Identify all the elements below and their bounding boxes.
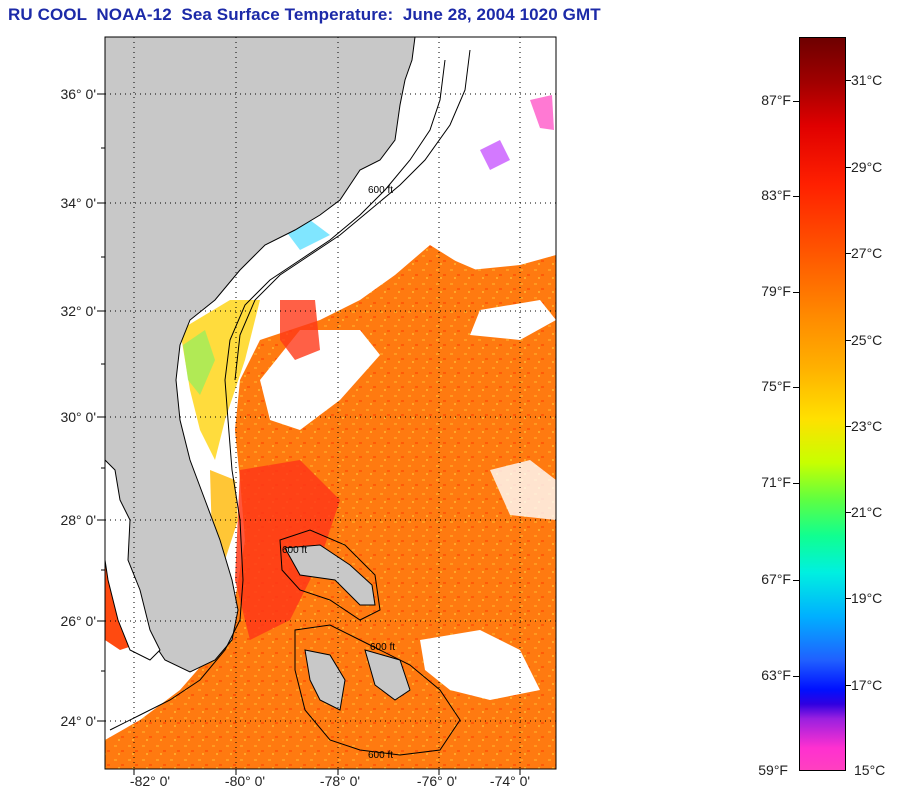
lat-label: 30° 0': [60, 409, 96, 425]
fahrenheit-label: 75°F: [761, 378, 791, 394]
cbar-tick: [793, 676, 799, 677]
cold-speckle: [530, 95, 554, 130]
lon-label: -74° 0': [489, 773, 531, 789]
temperature-colorbar: [799, 37, 846, 771]
contour-label: 600 ft: [368, 185, 393, 196]
contour-label: 600 ft: [282, 545, 307, 556]
celsius-label: 27°C: [851, 245, 883, 261]
lat-label: 32° 0': [60, 303, 96, 319]
lat-label: 36° 0': [60, 86, 96, 102]
graticule: [105, 37, 556, 769]
fahrenheit-label: 67°F: [761, 571, 791, 587]
lat-label: 26° 0': [60, 613, 96, 629]
cbar-tick: [793, 292, 799, 293]
celsius-label: 17°C: [851, 677, 883, 693]
lat-label: 34° 0': [60, 195, 96, 211]
cbar-tick: [793, 101, 799, 102]
map-frame: [104, 36, 557, 770]
contour-label: 600 ft: [368, 750, 393, 761]
cbar-tick: [845, 340, 851, 341]
cloud-patch: [490, 460, 556, 520]
cbar-tick: [793, 580, 799, 581]
celsius-label: 29°C: [851, 159, 883, 175]
lon-ticks: [133, 769, 521, 775]
cbar-tick: [845, 167, 851, 168]
fahrenheit-label: 79°F: [761, 283, 791, 299]
bahamas-island: [304, 649, 346, 711]
lon-label: -82° 0': [129, 773, 171, 789]
map-title: RU COOL NOAA-12 Sea Surface Temperature:…: [8, 5, 601, 24]
cbar-tick: [793, 483, 799, 484]
fahrenheit-label: 63°F: [761, 667, 791, 683]
cbar-tick: [845, 512, 851, 513]
cbar-tick: [845, 685, 851, 686]
cloud-patch: [420, 630, 540, 700]
celsius-label: 15°C: [854, 762, 886, 778]
celsius-label: 23°C: [851, 418, 883, 434]
lon-label: -76° 0': [416, 773, 458, 789]
bathymetry-contour: [109, 59, 446, 731]
cloud-patch: [260, 330, 380, 430]
cool-shelf-water: [183, 330, 215, 395]
bahamas-island: [364, 649, 411, 701]
hot-water-region: [280, 300, 320, 360]
lat-label: 24° 0': [60, 713, 96, 729]
bathymetry-contour: [234, 49, 471, 381]
fahrenheit-label: 71°F: [761, 474, 791, 490]
cbar-tick: [845, 253, 851, 254]
cold-speckle: [480, 140, 510, 170]
celsius-label: 21°C: [851, 504, 883, 520]
fahrenheit-label: 59°F: [758, 762, 788, 778]
celsius-label: 19°C: [851, 590, 883, 606]
contour-label: 600 ft: [370, 642, 395, 653]
celsius-label: 25°C: [851, 332, 883, 348]
bathymetry-contour: [294, 624, 461, 756]
cbar-tick: [793, 196, 799, 197]
cbar-tick: [793, 387, 799, 388]
cbar-tick: [845, 598, 851, 599]
lat-label: 28° 0': [60, 512, 96, 528]
celsius-label: 31°C: [851, 72, 883, 88]
fahrenheit-label: 87°F: [761, 92, 791, 108]
cbar-tick: [845, 426, 851, 427]
cbar-tick: [845, 80, 851, 81]
cloud-patch: [470, 300, 556, 340]
bathymetry-contour: [279, 529, 381, 621]
fahrenheit-label: 83°F: [761, 187, 791, 203]
gulf-coast: [105, 459, 161, 661]
lat-ticks: [97, 93, 105, 722]
lon-label: -78° 0': [319, 773, 361, 789]
lon-label: -80° 0': [224, 773, 266, 789]
bahamas-island: [284, 544, 376, 606]
